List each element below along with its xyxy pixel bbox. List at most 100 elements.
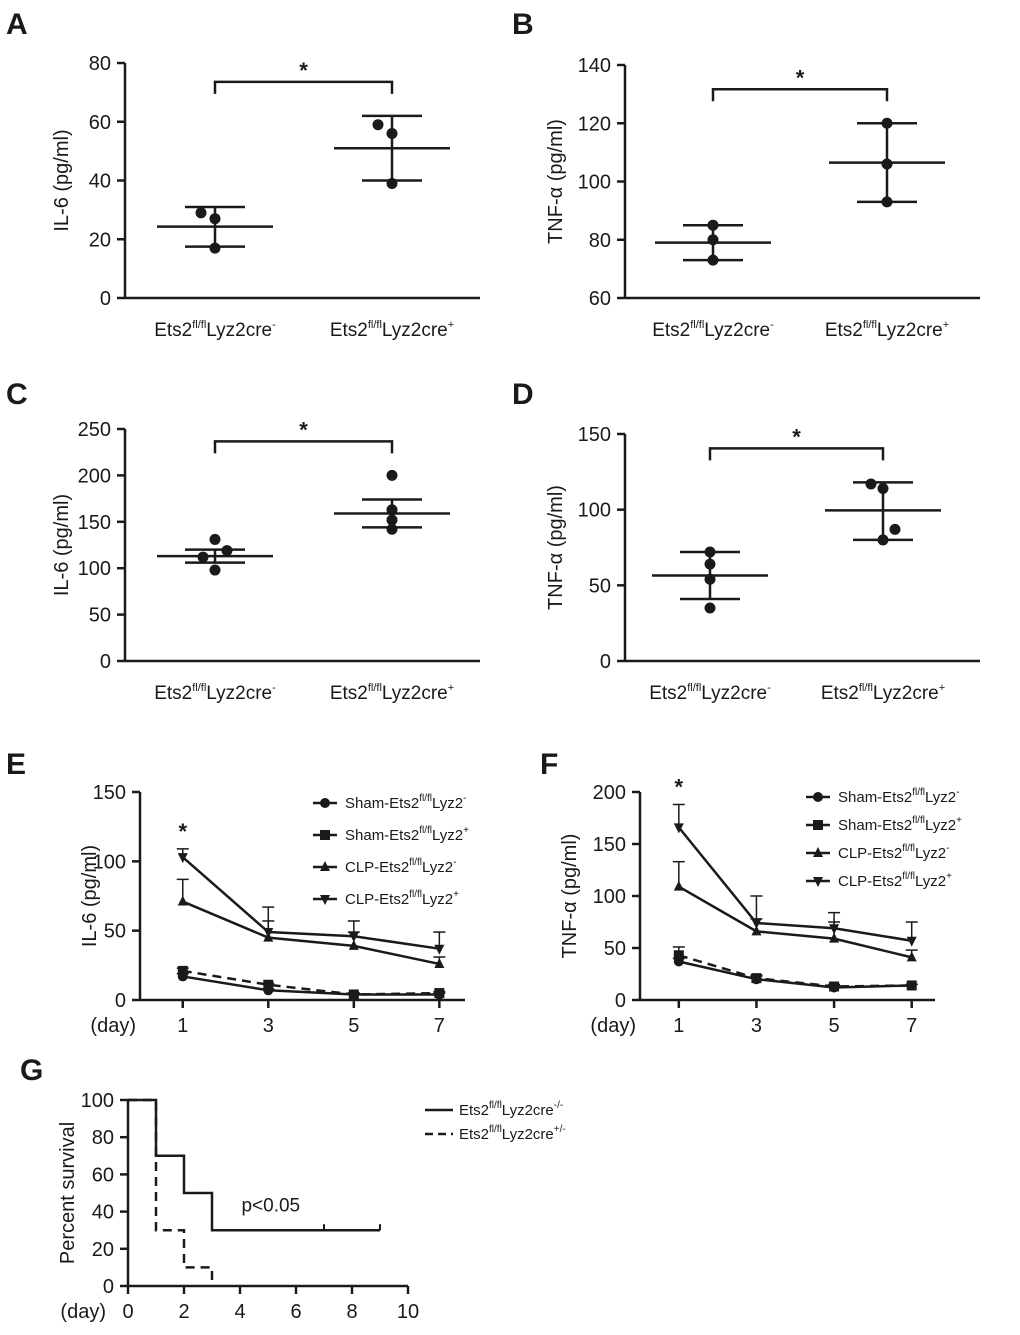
- data-point: [197, 551, 209, 563]
- legend-pre: Sham-Ets2: [838, 789, 912, 806]
- x-tick-label: 5: [829, 1015, 840, 1037]
- y-tick-label: 60: [89, 112, 111, 134]
- legend-label: Sham-Ets2fl/flLyz2+: [345, 825, 469, 844]
- x-tick-label: 10: [397, 1301, 419, 1323]
- y-tick-label: 50: [589, 575, 611, 597]
- category-end: +: [448, 319, 454, 331]
- y-tick-label: 50: [104, 921, 126, 943]
- data-point: [221, 545, 233, 557]
- data-point: [906, 980, 917, 991]
- legend-pre: CLP-Ets2: [345, 891, 409, 908]
- x-tick-label: 2: [178, 1301, 189, 1323]
- y-axis-title: TNF-α (pg/ml): [545, 485, 567, 610]
- data-point: [751, 919, 762, 930]
- legend-post: Lyz2cre: [502, 1102, 554, 1119]
- significance-star: *: [178, 819, 187, 844]
- category-end: -: [767, 682, 771, 694]
- legend-marker: [320, 861, 330, 871]
- panel-letter: A: [6, 8, 28, 41]
- legend-marker: [813, 847, 823, 857]
- x-axis-title: (day): [590, 1015, 636, 1037]
- legend-marker: [813, 792, 823, 802]
- category-sup: fl/fl: [368, 319, 382, 331]
- legend-marker: [320, 798, 330, 808]
- panel-e: E 0 50 100 150 IL-6 (pg/ml) 1 3 5 7 (day) Sham-Ets2…: [6, 748, 469, 1037]
- data-point: [829, 981, 840, 992]
- category-rest: Lyz2cre: [704, 320, 770, 341]
- category-end: +: [448, 682, 454, 694]
- category-end: -: [272, 319, 276, 331]
- category-label: Ets2fl/flLyz2cre-: [154, 319, 276, 341]
- legend-label: CLP-Ets2fl/flLyz2-: [838, 843, 949, 862]
- y-tick-label: 40: [92, 1202, 114, 1224]
- series-line: [182, 969, 440, 996]
- y-tick-label: 0: [115, 990, 126, 1012]
- significance-star: *: [675, 774, 684, 799]
- y-tick-label: 60: [589, 288, 611, 310]
- data-point: [348, 932, 359, 943]
- legend-post: Lyz2cre: [502, 1126, 554, 1143]
- legend-label: Ets2fl/flLyz2cre+/-: [459, 1124, 566, 1143]
- series-line: [678, 885, 913, 959]
- data-point: [348, 939, 359, 950]
- legend-post: Lyz2: [915, 873, 946, 890]
- legend-end: -/-: [554, 1100, 563, 1111]
- data-point: [177, 895, 188, 906]
- category-rest: Lyz2cre: [382, 320, 448, 341]
- legend-pre: Sham-Ets2: [838, 817, 912, 834]
- significance-star: *: [796, 65, 805, 90]
- category-main: Ets2: [652, 320, 690, 341]
- data-point: [386, 177, 398, 189]
- x-tick-label: 1: [177, 1015, 188, 1037]
- x-tick-label: 7: [434, 1015, 445, 1037]
- y-tick-label: 150: [78, 512, 111, 534]
- series-line: [677, 826, 912, 942]
- data-point: [704, 546, 716, 558]
- data-point: [673, 950, 684, 961]
- series-line: [182, 900, 440, 966]
- category-main: Ets2: [821, 683, 859, 704]
- panel-letter: E: [6, 748, 26, 781]
- legend-sup: fl/fl: [409, 889, 422, 900]
- y-tick-label: 0: [100, 651, 111, 673]
- category-label: Ets2fl/flLyz2cre-: [649, 682, 771, 704]
- data-point: [209, 242, 221, 254]
- legend-label: Ets2fl/flLyz2cre-/-: [459, 1100, 563, 1119]
- legend-end: +: [946, 871, 952, 882]
- data-point: [704, 558, 716, 570]
- legend-end: -: [453, 857, 456, 868]
- data-point: [865, 478, 877, 490]
- category-end: -: [272, 682, 276, 694]
- legend-pre: CLP-Ets2: [838, 873, 902, 890]
- series-line: [182, 975, 440, 996]
- category-label: Ets2fl/flLyz2cre+: [330, 319, 454, 341]
- data-point: [707, 219, 719, 231]
- y-tick-label: 100: [593, 886, 626, 908]
- y-tick-label: 50: [604, 938, 626, 960]
- significance-star: *: [792, 424, 801, 449]
- x-tick-label: 1: [673, 1015, 684, 1037]
- legend-sup: fl/fl: [912, 815, 925, 826]
- x-tick-label: 3: [751, 1015, 762, 1037]
- data-point: [195, 207, 207, 219]
- legend-post: Lyz2: [925, 817, 956, 834]
- legend-label: CLP-Ets2fl/flLyz2+: [345, 889, 459, 908]
- y-tick-label: 80: [589, 230, 611, 252]
- x-tick-label: 8: [346, 1301, 357, 1323]
- y-axis-title: TNF-α (pg/ml): [545, 119, 567, 244]
- data-point: [434, 988, 445, 999]
- legend-marker: [813, 820, 823, 830]
- legend-end: +: [956, 815, 962, 826]
- legend-end: +: [463, 825, 469, 836]
- category-label: Ets2fl/flLyz2cre+: [330, 682, 454, 704]
- data-point: [751, 925, 762, 936]
- y-axis-title: TNF-α (pg/ml): [559, 834, 581, 959]
- category-main: Ets2: [649, 683, 687, 704]
- x-axis-title: (day): [90, 1015, 136, 1037]
- survival-curve: [128, 1098, 214, 1286]
- significance-bracket: [213, 440, 394, 454]
- data-point: [673, 880, 684, 891]
